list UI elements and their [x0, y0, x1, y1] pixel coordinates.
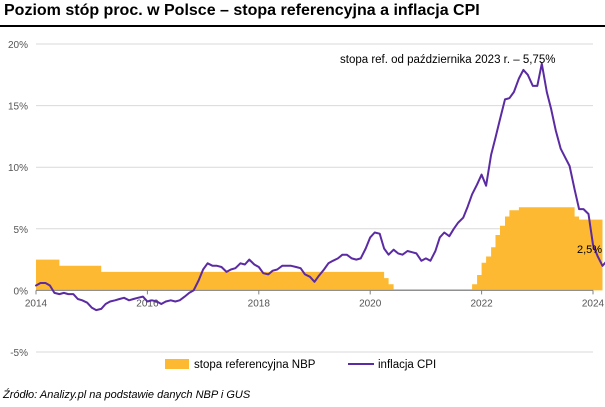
x-tick-label: 2018	[248, 298, 271, 309]
rate-area	[36, 207, 603, 291]
grid-lines	[36, 43, 593, 353]
y-tick-label: 5%	[14, 225, 29, 236]
label-layer: stopa ref. od października 2023 r. – 5,7…	[340, 54, 602, 256]
legend-label-rate: stopa referencyjna NBP	[194, 359, 316, 371]
annotation-cpi-latest: 2,5%	[577, 244, 602, 256]
legend: stopa referencyjna NBP inflacja CPI	[165, 359, 436, 371]
title-underline	[0, 25, 605, 27]
annotation-rate-note: stopa ref. od października 2023 r. – 5,7…	[340, 54, 555, 66]
source-note: Źródło: Analizy.pl na podstawie danych N…	[3, 389, 251, 401]
x-tick-label: 2016	[136, 298, 159, 309]
cpi-line	[35, 62, 605, 312]
rate-area-layer	[36, 207, 603, 291]
x-tick-label: 2022	[470, 298, 493, 309]
y-tick-label: 0%	[14, 286, 29, 297]
x-tick-label: 2014	[25, 298, 48, 309]
axis-layer: -5% 0% 5% 10% 15% 20% 2014 2016 2018 2020 2022 2024	[8, 40, 605, 359]
y-tick-label: 20%	[8, 40, 28, 51]
y-tick-label: 10%	[8, 163, 28, 174]
page-title: Poziom stóp proc. w Polsce – stopa refer…	[4, 2, 480, 19]
x-tick-label: 2024	[582, 298, 605, 309]
cpi-line-layer	[35, 62, 605, 312]
y-tick-label: 15%	[8, 102, 28, 113]
y-tick-label: -5%	[10, 348, 28, 359]
legend-label-cpi: inflacja CPI	[378, 359, 436, 371]
x-tick-label: 2020	[359, 298, 382, 309]
legend-swatch-rate	[165, 359, 189, 369]
